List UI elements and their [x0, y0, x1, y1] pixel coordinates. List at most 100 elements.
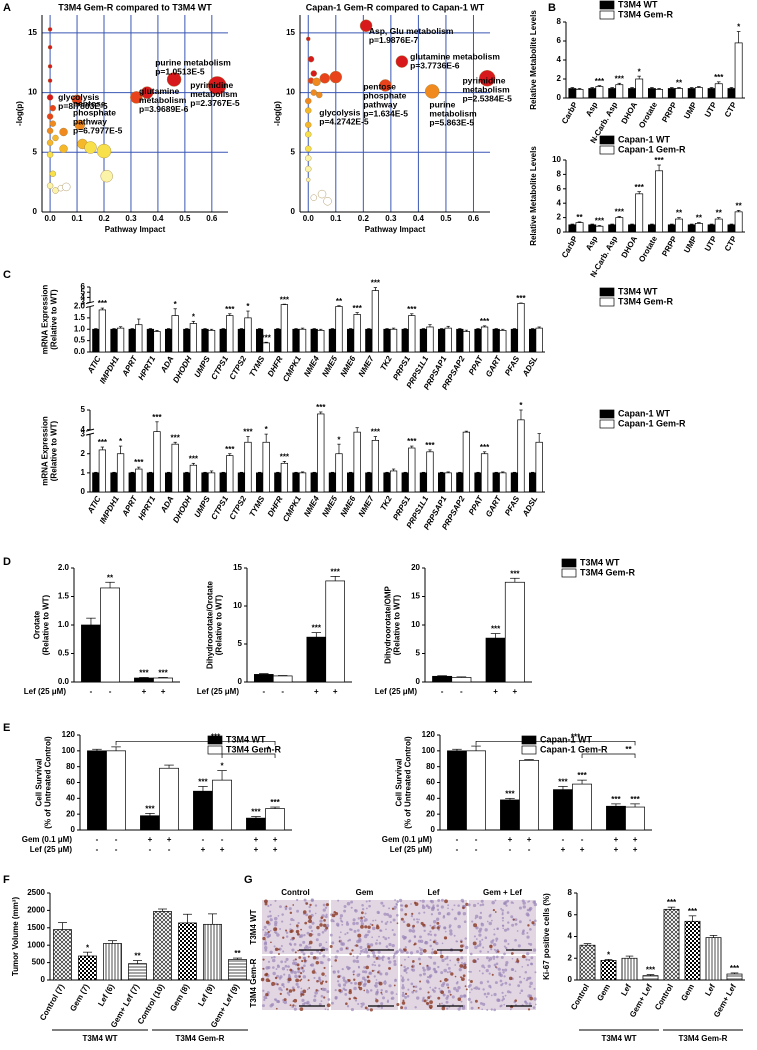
- stained-nucleus: [300, 995, 302, 997]
- treatment-sign: -: [202, 835, 205, 844]
- nucleus: [526, 913, 530, 917]
- stained-nucleus: [307, 915, 312, 920]
- stained-nucleus: [464, 985, 467, 988]
- nucleus: [384, 972, 389, 976]
- bar: [553, 789, 573, 831]
- nucleus: [382, 904, 385, 908]
- nucleus: [514, 918, 518, 922]
- nucleus: [318, 951, 322, 955]
- bar: [254, 674, 274, 683]
- nucleus: [365, 950, 369, 954]
- nucleus: [481, 938, 484, 941]
- nucleus: [319, 919, 323, 923]
- nucleus: [303, 934, 306, 937]
- stained-nucleus: [419, 980, 422, 983]
- stained-nucleus: [315, 989, 318, 992]
- nucleus: [447, 907, 449, 910]
- stained-nucleus: [412, 924, 415, 928]
- nucleus: [535, 1003, 537, 1006]
- x-tick-label: TYMS: [248, 494, 267, 518]
- nucleus: [488, 914, 492, 918]
- stained-nucleus: [265, 972, 269, 976]
- bar: [203, 923, 222, 981]
- nucleus: [262, 989, 265, 992]
- nucleus: [346, 901, 351, 906]
- nucleus: [495, 937, 499, 941]
- bar: [135, 324, 143, 353]
- nucleus: [533, 902, 538, 907]
- nucleus: [497, 967, 501, 971]
- nucleus: [391, 943, 395, 948]
- nucleus: [343, 983, 347, 987]
- nucleus: [346, 931, 349, 935]
- nucleus: [503, 939, 508, 943]
- nucleus: [500, 907, 503, 910]
- significance-label: ***: [171, 433, 181, 442]
- nucleus: [380, 901, 384, 905]
- nucleus: [273, 945, 276, 948]
- nucleus: [415, 996, 420, 1000]
- bar: [504, 581, 525, 683]
- nucleus: [429, 930, 432, 933]
- nucleus: [365, 907, 368, 910]
- point: [84, 141, 97, 154]
- bar: [663, 908, 680, 981]
- nucleus: [345, 989, 348, 992]
- nucleus: [369, 943, 374, 947]
- nucleus: [521, 931, 525, 936]
- nucleus: [473, 987, 476, 990]
- nucleus: [479, 981, 483, 985]
- significance-label: ***: [611, 795, 621, 804]
- treatment-sign: -: [109, 687, 112, 696]
- nucleus: [419, 935, 422, 939]
- y-tick-label: 0: [33, 207, 38, 216]
- bar: [535, 327, 543, 353]
- nucleus: [339, 917, 342, 920]
- nucleus: [479, 950, 482, 953]
- treatment-sign: -: [460, 687, 463, 696]
- nucleus: [356, 955, 359, 958]
- nucleus: [320, 994, 324, 998]
- significance-label: ***: [331, 567, 341, 576]
- stained-nucleus: [325, 980, 328, 983]
- stained-nucleus: [323, 919, 326, 922]
- bar: [189, 323, 198, 353]
- nucleus: [313, 998, 317, 1002]
- nucleus: [429, 939, 432, 942]
- nucleus: [457, 924, 461, 929]
- stained-nucleus: [301, 966, 304, 970]
- nucleus: [405, 971, 408, 974]
- panel-letter: E: [3, 722, 10, 734]
- treatment-sign: -: [221, 835, 224, 844]
- stained-nucleus: [437, 996, 441, 1000]
- treatment-sign: +: [254, 835, 259, 844]
- nucleus: [421, 904, 425, 907]
- nucleus: [426, 999, 429, 1001]
- stained-nucleus: [422, 948, 427, 953]
- nucleus: [395, 903, 398, 906]
- nucleus: [393, 962, 397, 966]
- nucleus: [342, 976, 346, 980]
- x-tick-label: ADA: [158, 354, 175, 375]
- nucleus: [503, 975, 506, 978]
- bar: [579, 944, 596, 981]
- nucleus: [274, 899, 277, 902]
- x-tick-label: PRPP: [660, 100, 679, 124]
- legend-label: Capan-1 WT: [618, 408, 671, 418]
- significance-label: ***: [98, 299, 108, 308]
- nucleus: [290, 938, 292, 941]
- nucleus: [457, 904, 460, 907]
- nucleus: [334, 955, 338, 959]
- nucleus: [371, 936, 374, 939]
- nucleus: [481, 964, 485, 968]
- bar: [274, 472, 282, 493]
- nucleus: [317, 989, 320, 992]
- y-tick-label: 2: [557, 213, 562, 222]
- stained-nucleus: [436, 926, 440, 930]
- y-tick-label: 0.0: [58, 677, 70, 686]
- x-tick-label: CarbP: [560, 100, 580, 125]
- nucleus: [261, 1004, 265, 1008]
- significance-label: *: [174, 300, 178, 309]
- nucleus: [313, 968, 316, 971]
- bar: [456, 328, 464, 353]
